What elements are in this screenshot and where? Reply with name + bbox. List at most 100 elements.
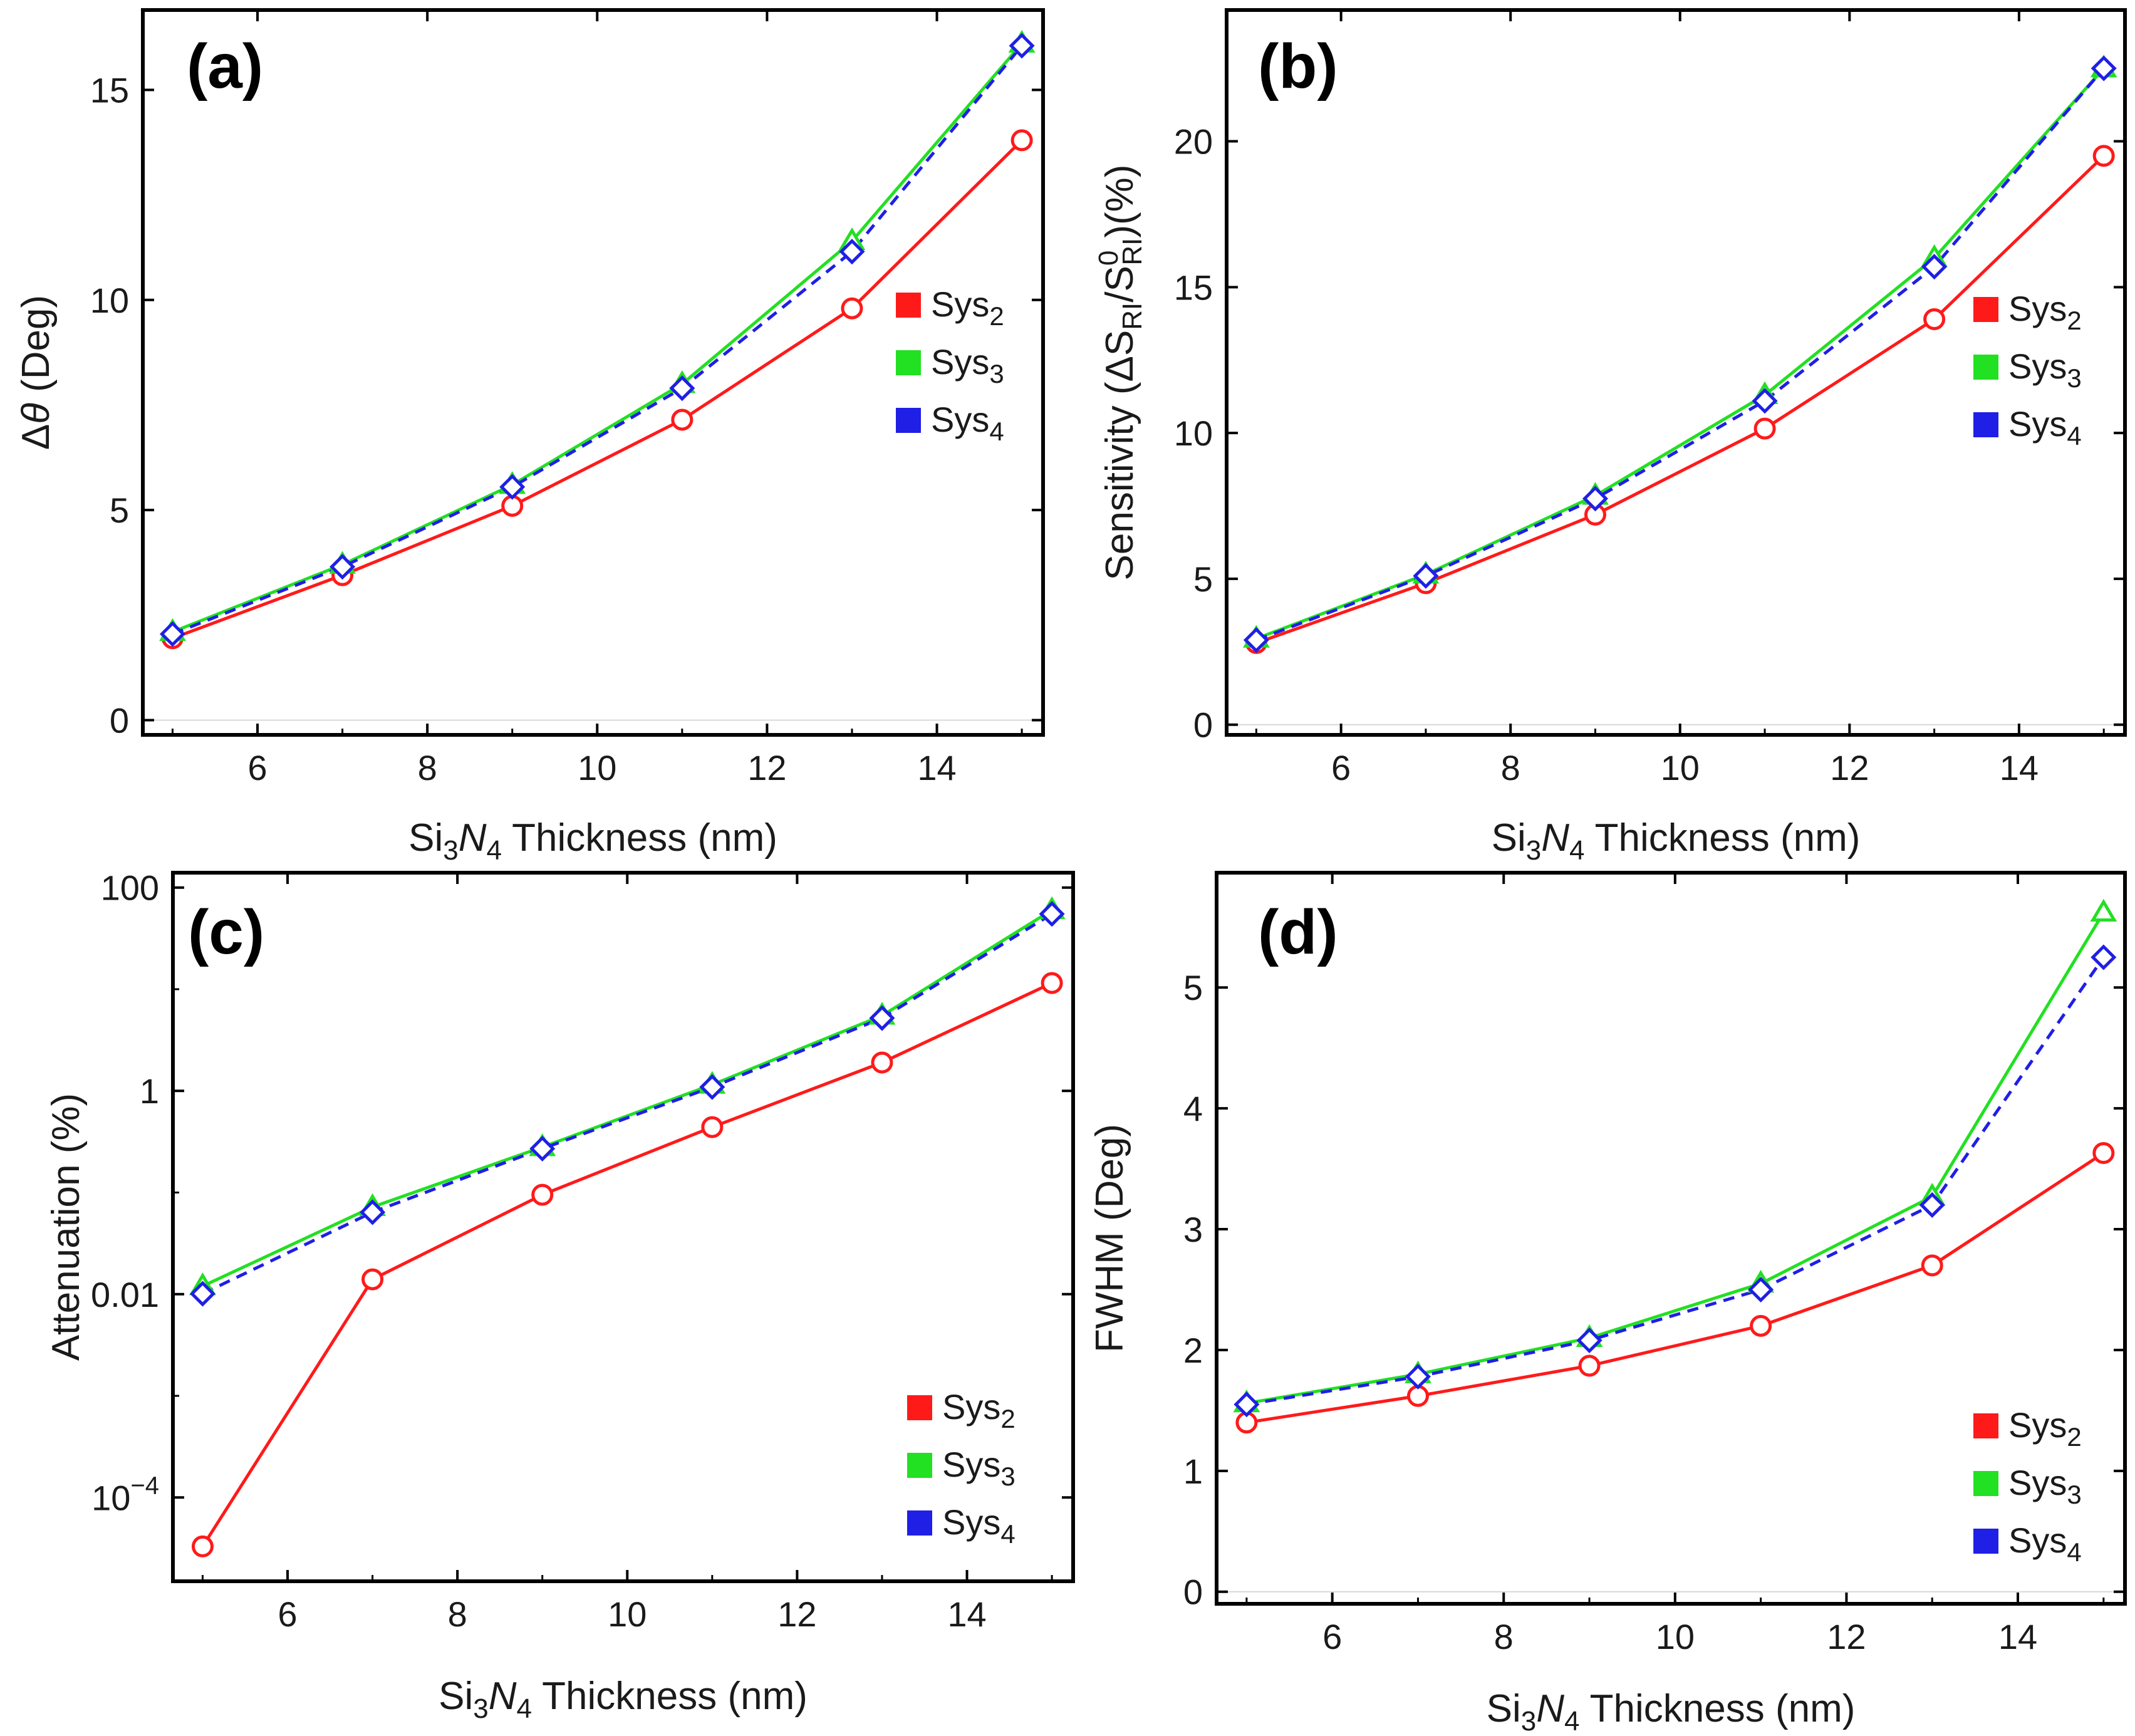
data-point-sys4 bbox=[699, 1074, 725, 1100]
chart-panel-b: 6 8 10 12 14 0 5 10 15 20 (b) Sys2 Sys3 Sys4 bbox=[1174, 8, 2127, 787]
series-line-sys3 bbox=[1246, 912, 2105, 1405]
x-tick-label: 8 bbox=[1494, 1617, 1514, 1656]
data-point-sys2 bbox=[191, 1535, 214, 1557]
y-axis-label: Δθ (Deg) bbox=[14, 295, 58, 450]
x-axis-label: Si3N4 Thickness (nm) bbox=[1487, 1687, 1856, 1736]
data-point-sys2 bbox=[1923, 308, 1946, 331]
y-tick-label: 10−4 bbox=[91, 1472, 159, 1517]
data-point-sys2 bbox=[2092, 1142, 2115, 1165]
legend-swatch-sys3 bbox=[1973, 1471, 1998, 1496]
data-point-sys2 bbox=[1750, 1314, 1772, 1337]
data-point-sys4 bbox=[1405, 1363, 1431, 1390]
y-tick-label: 10 bbox=[90, 281, 129, 320]
legend-swatch-sys2 bbox=[896, 293, 921, 318]
y-tick-label: 1 bbox=[1183, 1452, 1203, 1491]
data-point-sys4 bbox=[1576, 1327, 1603, 1354]
y-tick-label: 15 bbox=[90, 70, 129, 110]
legend-label-sys4: Sys4 bbox=[931, 400, 1004, 446]
data-point-sys2 bbox=[701, 1116, 724, 1138]
x-tick-label: 10 bbox=[1661, 748, 1700, 787]
series-line-sys2 bbox=[172, 139, 1023, 640]
data-point-sys4 bbox=[2091, 55, 2117, 81]
legend-swatch-sys4 bbox=[1973, 1529, 1998, 1554]
x-tick-label: 12 bbox=[777, 1594, 816, 1634]
data-point-sys4 bbox=[360, 1199, 386, 1225]
x-axis-label: Si3N4 Thickness (nm) bbox=[1492, 816, 1861, 866]
data-point-sys4 bbox=[1234, 1391, 1260, 1418]
y-tick-label: 0 bbox=[1193, 705, 1213, 745]
series-line-sys2 bbox=[201, 981, 1053, 1547]
data-point-sys4 bbox=[499, 474, 526, 500]
data-point-sys2 bbox=[1921, 1254, 1943, 1277]
chart-panel-c: 6 8 10 12 14 10−4 0.01 1 100 (c) Sys2 Sys3 Sys4 bbox=[91, 868, 1075, 1634]
data-point-sys4 bbox=[1582, 486, 1609, 512]
data-point-sys4 bbox=[2091, 944, 2117, 970]
y-tick-label: 10 bbox=[1174, 413, 1213, 453]
legend-label-sys3: Sys3 bbox=[931, 342, 1004, 388]
x-tick-label: 8 bbox=[1501, 748, 1520, 787]
y-tick-label: 5 bbox=[1183, 968, 1203, 1007]
data-point-sys2 bbox=[1010, 129, 1033, 152]
legend-swatch-sys3 bbox=[907, 1453, 932, 1478]
series-line-sys4 bbox=[172, 44, 1024, 636]
series-line-sys2 bbox=[1255, 154, 2105, 645]
y-tick-label: 5 bbox=[1193, 559, 1213, 599]
data-point-sys4 bbox=[189, 1281, 216, 1307]
x-tick-label: 6 bbox=[1331, 748, 1351, 787]
x-axis-label: Si3N4 Thickness (nm) bbox=[439, 1675, 808, 1724]
data-point-sys3 bbox=[2090, 898, 2117, 922]
y-tick-label: 3 bbox=[1183, 1210, 1203, 1249]
y-axis-label: FWHM (Deg) bbox=[1088, 1124, 1131, 1353]
data-point-sys4 bbox=[1919, 1192, 1945, 1218]
y-tick-label: 0.01 bbox=[91, 1275, 159, 1314]
legend-swatch-sys2 bbox=[907, 1395, 932, 1420]
y-tick-label: 0 bbox=[1183, 1572, 1203, 1612]
legend-label-sys3: Sys3 bbox=[2008, 346, 2082, 393]
legend-label-sys2: Sys2 bbox=[2008, 1405, 2082, 1452]
data-point-sys2 bbox=[1041, 972, 1063, 994]
series-line-sys2 bbox=[1246, 1151, 2105, 1425]
legend-label-sys4: Sys4 bbox=[2008, 404, 2082, 450]
data-point-sys4 bbox=[1243, 627, 1269, 653]
plot-frame bbox=[1215, 871, 2127, 1606]
panel-label: (c) bbox=[188, 897, 264, 967]
data-point-sys4 bbox=[1413, 563, 1439, 589]
legend-swatch-sys2 bbox=[1973, 297, 1998, 322]
plot-frame bbox=[171, 871, 1075, 1583]
y-tick-label: 5 bbox=[110, 491, 129, 530]
data-point-sys2 bbox=[1578, 1354, 1601, 1377]
panel-label: (d) bbox=[1258, 897, 1338, 967]
y-tick-label: 4 bbox=[1183, 1089, 1203, 1128]
legend-swatch-sys3 bbox=[896, 350, 921, 375]
x-tick-label: 14 bbox=[2000, 748, 2039, 787]
x-tick-label: 12 bbox=[1830, 748, 1869, 787]
legend-label-sys4: Sys4 bbox=[2008, 1520, 2082, 1567]
series-line-sys4 bbox=[1255, 67, 2106, 642]
legend-label-sys2: Sys2 bbox=[931, 284, 1004, 331]
data-point-sys4 bbox=[1921, 254, 1948, 280]
x-tick-label: 8 bbox=[418, 748, 437, 787]
data-point-sys2 bbox=[671, 408, 693, 431]
plot-frame bbox=[1225, 8, 2127, 737]
x-tick-label: 10 bbox=[578, 748, 616, 787]
data-point-sys4 bbox=[1748, 1276, 1774, 1303]
x-tick-label: 10 bbox=[608, 1594, 647, 1634]
y-axis-label: Sensitivity (ΔSRI/S0RI)(%) bbox=[1093, 165, 1148, 581]
y-tick-label: 2 bbox=[1183, 1331, 1203, 1370]
panel-label: (b) bbox=[1258, 31, 1338, 101]
data-point-sys4 bbox=[839, 239, 865, 265]
data-point-sys2 bbox=[531, 1183, 554, 1206]
x-tick-label: 12 bbox=[1827, 1617, 1866, 1656]
data-point-sys4 bbox=[1009, 33, 1035, 59]
legend-swatch-sys2 bbox=[1973, 1413, 1998, 1438]
series-line-sys4 bbox=[202, 912, 1053, 1296]
series-line-sys3 bbox=[1255, 67, 2106, 640]
x-tick-label: 14 bbox=[947, 1594, 986, 1634]
legend-swatch-sys4 bbox=[896, 408, 921, 433]
y-tick-label: 100 bbox=[101, 868, 159, 908]
legend-swatch-sys4 bbox=[907, 1510, 932, 1536]
chart-panel-a: 6 8 10 12 14 0 5 10 15 (a) Sys2 Sys3 Sys4 bbox=[90, 8, 1045, 787]
data-point-sys4 bbox=[669, 375, 695, 402]
series-line-sys3 bbox=[172, 43, 1024, 633]
